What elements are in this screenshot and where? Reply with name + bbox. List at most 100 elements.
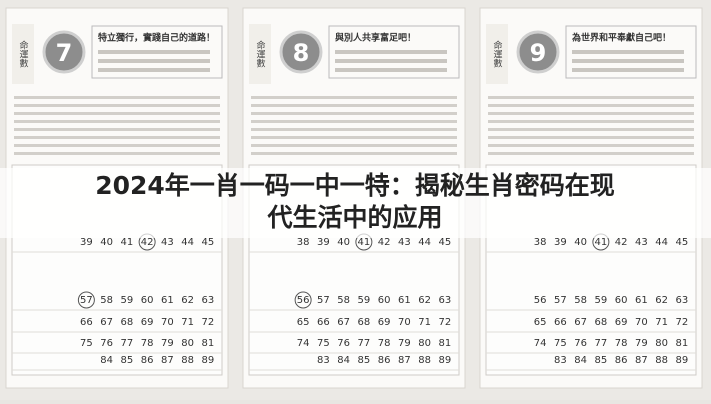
grid-number: 88 <box>418 355 431 366</box>
grid-number: 43 <box>161 237 174 248</box>
circle-mark <box>294 291 312 309</box>
text-line <box>572 68 684 72</box>
grid-number: 78 <box>378 338 391 349</box>
page-label: 命運數 <box>18 39 29 68</box>
grid-number: 45 <box>202 237 215 248</box>
text-line <box>251 104 457 107</box>
grid-number: 86 <box>615 355 628 366</box>
grid-number: 76 <box>574 338 587 349</box>
grid-number: 71 <box>418 317 431 328</box>
grid-number: 42 <box>615 237 628 248</box>
grid-number: 57 <box>554 295 567 306</box>
grid-number: 67 <box>574 317 587 328</box>
grid-number: 61 <box>398 295 411 306</box>
text-line <box>14 104 220 107</box>
grid-number: 68 <box>121 317 134 328</box>
grid-number: 87 <box>161 355 174 366</box>
grid-number: 39 <box>554 237 567 248</box>
text-line <box>251 128 457 131</box>
grid-number: 44 <box>418 237 431 248</box>
text-line <box>251 112 457 115</box>
grid-number: 87 <box>635 355 648 366</box>
grid-number: 45 <box>676 237 689 248</box>
grid-number: 70 <box>398 317 411 328</box>
heading-box <box>565 25 697 79</box>
grid-number: 89 <box>202 355 215 366</box>
text-line <box>488 112 694 115</box>
grid-number: 68 <box>595 317 608 328</box>
grid-number: 76 <box>100 338 113 349</box>
grid-number: 66 <box>554 317 567 328</box>
text-line <box>251 152 457 155</box>
grid-number: 89 <box>676 355 689 366</box>
text-line <box>98 68 210 72</box>
grid-number: 77 <box>595 338 608 349</box>
grid-number: 59 <box>595 295 608 306</box>
grid-number: 85 <box>121 355 134 366</box>
text-line <box>14 144 220 147</box>
text-line <box>488 152 694 155</box>
text-line <box>488 128 694 131</box>
circle-mark <box>77 291 95 309</box>
grid-number: 42 <box>378 237 391 248</box>
grid-number: 42 <box>141 237 154 248</box>
grid-number: 56 <box>297 295 310 306</box>
grid-number: 44 <box>655 237 668 248</box>
grid-number: 59 <box>121 295 134 306</box>
grid-number: 45 <box>439 237 452 248</box>
text-line <box>251 96 457 99</box>
grid-number: 38 <box>534 237 547 248</box>
grid-number: 75 <box>554 338 567 349</box>
grid-number: 72 <box>676 317 689 328</box>
grid-number: 56 <box>534 295 547 306</box>
text-line <box>488 104 694 107</box>
text-line <box>98 59 210 63</box>
grid-number: 77 <box>358 338 371 349</box>
text-line <box>14 96 220 99</box>
page-label-box <box>486 24 508 84</box>
grid-number: 89 <box>439 355 452 366</box>
text-line <box>488 96 694 99</box>
text-line <box>14 120 220 123</box>
grid-number: 81 <box>202 338 215 349</box>
text-line <box>488 120 694 123</box>
grid-number: 74 <box>534 338 547 349</box>
heading-box <box>328 25 460 79</box>
grid-number: 40 <box>574 237 587 248</box>
grid-number: 41 <box>358 237 371 248</box>
grid-number: 85 <box>595 355 608 366</box>
text-line <box>488 144 694 147</box>
grid-number: 57 <box>80 295 93 306</box>
text-line <box>251 120 457 123</box>
number: 8 <box>293 39 310 67</box>
grid-number: 60 <box>378 295 391 306</box>
grid-number: 81 <box>676 338 689 349</box>
grid-number: 67 <box>337 317 350 328</box>
heading: 為世界和平奉獻自己吧！ <box>571 32 671 44</box>
grid-number: 83 <box>554 355 567 366</box>
grid-number: 58 <box>574 295 587 306</box>
text-line <box>335 59 447 63</box>
grid-number: 38 <box>297 237 310 248</box>
text-line <box>572 59 684 63</box>
text-line <box>14 152 220 155</box>
grid-number: 78 <box>141 338 154 349</box>
page-label: 命運數 <box>255 39 266 68</box>
grid-number: 72 <box>202 317 215 328</box>
text-line <box>251 144 457 147</box>
text-line <box>335 50 447 54</box>
grid-number: 62 <box>418 295 431 306</box>
text-line <box>251 136 457 139</box>
grid-number: 88 <box>181 355 194 366</box>
grid-number: 39 <box>317 237 330 248</box>
grid-number: 65 <box>534 317 547 328</box>
text-line <box>572 50 684 54</box>
grid-number: 85 <box>358 355 371 366</box>
grid-number: 41 <box>595 237 608 248</box>
grid-number: 44 <box>181 237 194 248</box>
number-badge <box>279 30 323 74</box>
grid-number: 80 <box>181 338 194 349</box>
grid-number: 79 <box>161 338 174 349</box>
grid-number: 84 <box>337 355 350 366</box>
heading: 特立獨行，實踐自己的道路！ <box>98 32 215 44</box>
